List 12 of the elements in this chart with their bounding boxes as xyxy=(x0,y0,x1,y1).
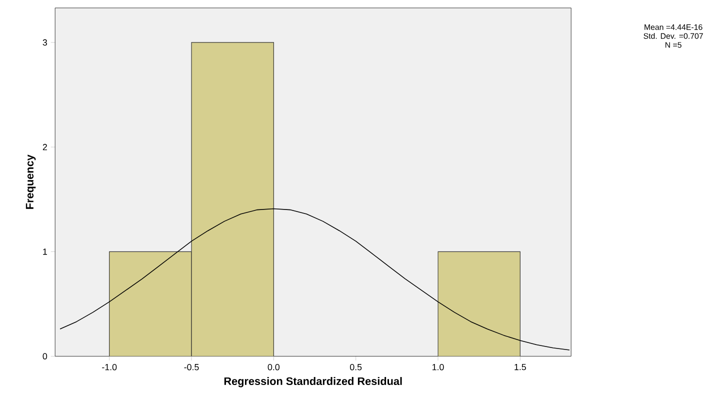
x-tick-label: 0.0 xyxy=(268,364,280,370)
x-tick-label: -1.0 xyxy=(102,364,117,370)
x-tick-label: 1.5 xyxy=(514,364,526,370)
y-tick-label: 2 xyxy=(42,144,47,150)
x-tick-label: 1.0 xyxy=(432,364,444,370)
y-tick-label: 0 xyxy=(42,353,48,360)
y-axis-title: Frequency xyxy=(26,154,36,209)
x-tick-label: 0.5 xyxy=(350,364,362,370)
y-tick-label: 1 xyxy=(43,248,47,255)
x-axis-title: Regression Standardized Residual xyxy=(224,377,402,388)
x-tick-label: -0.5 xyxy=(184,364,199,370)
y-tick-label: 3 xyxy=(42,39,48,46)
